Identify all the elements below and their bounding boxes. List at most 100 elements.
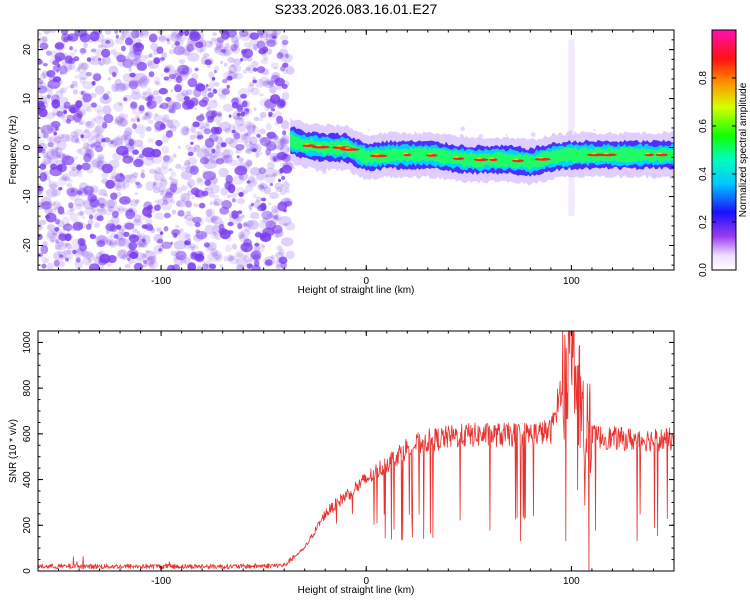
noise-blob — [141, 238, 146, 243]
noise-blob — [202, 171, 216, 181]
noise-blob — [163, 155, 170, 162]
noise-blob — [38, 233, 43, 241]
noise-blob — [86, 57, 92, 62]
noise-blob — [132, 228, 138, 233]
noise-blob — [146, 101, 152, 107]
noise-blob — [247, 258, 252, 263]
noise-blob — [96, 215, 104, 222]
noise-blob — [134, 42, 143, 49]
ridge-hotspot-halo — [537, 157, 544, 159]
noise-blob — [145, 126, 152, 132]
noise-blob — [78, 62, 85, 67]
noise-blob — [244, 49, 250, 54]
noise-blob — [59, 96, 69, 104]
noise-blob — [40, 95, 51, 105]
noise-blob — [208, 88, 212, 92]
noise-blob — [183, 96, 190, 101]
noise-blob — [38, 100, 45, 108]
noise-blob — [46, 262, 54, 270]
noise-blob — [258, 30, 269, 39]
noise-blob — [91, 37, 100, 43]
noise-blob — [63, 110, 68, 114]
noise-blob — [211, 148, 216, 154]
noise-blob — [284, 179, 288, 183]
noise-blob — [243, 236, 250, 242]
noise-blob — [118, 102, 123, 107]
noise-blob — [248, 82, 255, 87]
noise-blob — [125, 142, 135, 150]
noise-blob — [280, 237, 294, 247]
noise-blob — [206, 241, 217, 251]
noise-blob — [149, 227, 155, 234]
noise-blob — [236, 155, 240, 159]
noise-blob — [204, 224, 214, 235]
ridge-hotspot — [403, 153, 412, 157]
noise-blob — [160, 177, 167, 183]
noise-blob — [177, 64, 190, 75]
noise-blob — [128, 234, 140, 243]
noise-blob — [54, 241, 68, 251]
noise-blob — [237, 105, 242, 111]
noise-blob — [103, 113, 114, 124]
noise-blob — [219, 93, 227, 100]
noise-blob — [164, 67, 170, 72]
noise-blob — [154, 199, 160, 204]
noise-blob — [39, 42, 49, 50]
noise-blob — [72, 113, 83, 121]
noise-blob — [54, 226, 60, 232]
noise-blob — [112, 152, 122, 161]
noise-blob — [157, 166, 169, 175]
colorbar-gradient — [712, 30, 736, 270]
noise-dot — [505, 133, 508, 136]
noise-blob — [149, 262, 155, 268]
noise-blob — [241, 143, 248, 148]
noise-blob — [101, 48, 111, 58]
noise-blob — [246, 180, 251, 184]
noise-blob — [84, 190, 93, 197]
noise-blob — [169, 125, 177, 132]
noise-blob — [276, 245, 283, 251]
noise-blob — [113, 178, 126, 188]
noise-blob — [82, 129, 92, 139]
noise-blob — [207, 252, 220, 262]
noise-blob — [192, 216, 202, 224]
noise-blob — [215, 254, 223, 262]
noise-blob — [63, 101, 71, 109]
noise-blob — [244, 140, 248, 144]
noise-blob — [240, 58, 244, 62]
noise-blob — [132, 123, 137, 130]
noise-blob — [145, 181, 155, 191]
noise-blob — [162, 193, 174, 203]
noise-blob — [69, 163, 79, 171]
noise-blob — [122, 94, 132, 102]
ridge-hotspot-halo — [453, 156, 460, 158]
noise-blob — [158, 87, 168, 95]
noise-blob — [47, 230, 55, 239]
noise-blob — [237, 164, 248, 172]
noise-blob — [146, 87, 152, 94]
noise-blob — [259, 116, 264, 122]
noise-blob — [124, 263, 131, 269]
noise-blob — [210, 215, 217, 224]
noise-blob — [137, 78, 149, 87]
noise-blob — [128, 49, 137, 57]
noise-blob — [213, 69, 217, 74]
noise-blob — [153, 170, 158, 174]
noise-blob — [115, 173, 126, 183]
noise-blob — [87, 152, 95, 160]
noise-blob — [233, 58, 242, 66]
noise-blob — [69, 84, 75, 89]
noise-blob — [181, 64, 189, 71]
noise-blob — [86, 132, 95, 142]
noise-blob — [165, 102, 175, 113]
noise-blob — [274, 141, 285, 151]
noise-blob — [146, 213, 153, 218]
noise-blob — [91, 204, 99, 213]
noise-blob — [256, 40, 266, 50]
noise-blob — [38, 153, 41, 157]
noise-blob — [108, 239, 117, 246]
noise-blob — [270, 254, 275, 260]
noise-blob — [254, 242, 260, 247]
noise-blob — [54, 218, 61, 225]
noise-blob — [187, 146, 197, 154]
